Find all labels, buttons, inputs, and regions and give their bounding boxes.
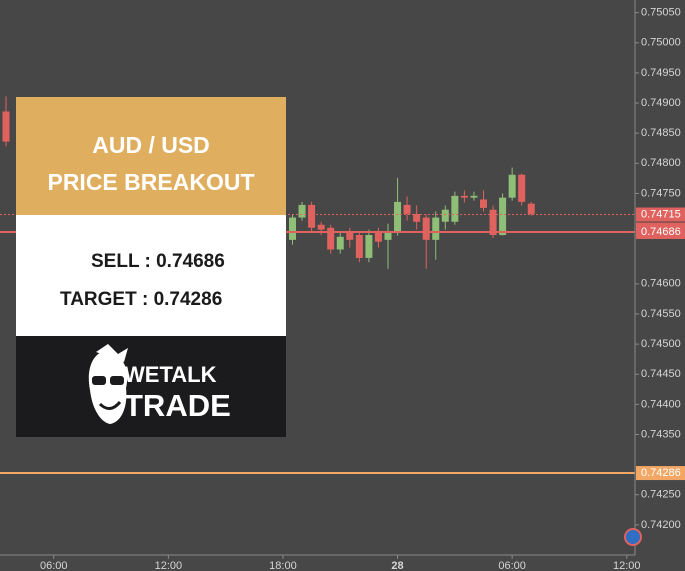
candle-body [518,174,526,202]
y-tick-label: 0.74450 [641,368,681,380]
x-tick-label: 12:00 [155,560,183,571]
x-tick-label: 12:00 [613,560,641,571]
y-tick-label: 0.75000 [641,37,681,49]
candle-body [432,217,440,240]
price-tag-label: 0.74686 [641,226,681,238]
candle-body [499,197,507,236]
y-tick-label: 0.74200 [641,519,681,531]
candle-body [451,195,459,222]
candle-body [308,204,316,228]
price-tag [636,225,685,240]
target-level: TARGET : 0.74286 [60,289,223,310]
candle-body [384,232,392,240]
candle-body [527,203,535,214]
candle-body [317,224,325,230]
y-tick-label: 0.74850 [641,127,681,139]
y-tick-label: 0.74750 [641,187,681,199]
candle-body [470,195,478,198]
card-body: SELL : 0.74686 TARGET : 0.74286 [16,215,286,336]
sell-level: SELL : 0.74686 [91,251,225,272]
candle-body [2,111,10,142]
price-tag-label: 0.74715 [641,208,681,220]
logo-mascot [88,344,128,424]
candle-body [289,217,296,240]
logo-bottom: TRADE [124,388,231,423]
card-header: AUD / USD PRICE BREAKOUT [16,97,286,215]
logo-panel: WETALK TRADE [16,336,286,437]
candle-body [413,213,421,222]
candle-body [365,235,373,258]
y-tick-label: 0.74900 [641,97,681,109]
candle-body [508,174,516,198]
flag-icon[interactable] [624,528,642,546]
candle-body [298,204,306,218]
candle-body [441,209,449,222]
y-tick-label: 0.74250 [641,489,681,501]
logo-top: WETALK [124,362,217,387]
candle-body [355,235,363,258]
x-tick-label: 06:00 [40,560,68,571]
y-tick-label: 0.75050 [641,7,681,19]
candle-body [460,195,468,198]
candle-body [327,227,335,250]
candle-body [422,217,430,240]
y-tick-label: 0.74950 [641,67,681,79]
breakout-card: AUD / USD PRICE BREAKOUT SELL : 0.74686 … [16,97,286,437]
y-tick-label: 0.74350 [641,428,681,440]
candle-body [394,201,402,233]
price-tag [636,207,685,222]
y-tick-label: 0.74800 [641,157,681,169]
x-tick-label: 28 [391,560,403,571]
candle-body [346,232,354,240]
y-tick-label: 0.74550 [641,308,681,320]
price-tag [636,466,685,481]
x-tick-label: 18:00 [269,560,297,571]
pair: AUD / USD [92,132,210,158]
y-tick-label: 0.74500 [641,338,681,350]
y-tick-label: 0.74600 [641,278,681,290]
candle-body [489,209,497,236]
candle-body [480,199,487,208]
candle-body [336,236,344,250]
candle-body [374,232,382,242]
x-tick-label: 06:00 [498,560,526,571]
y-tick-label: 0.74400 [641,398,681,410]
candle-body [403,204,411,214]
headline: PRICE BREAKOUT [47,169,255,195]
price-tag-label: 0.74286 [641,467,681,479]
